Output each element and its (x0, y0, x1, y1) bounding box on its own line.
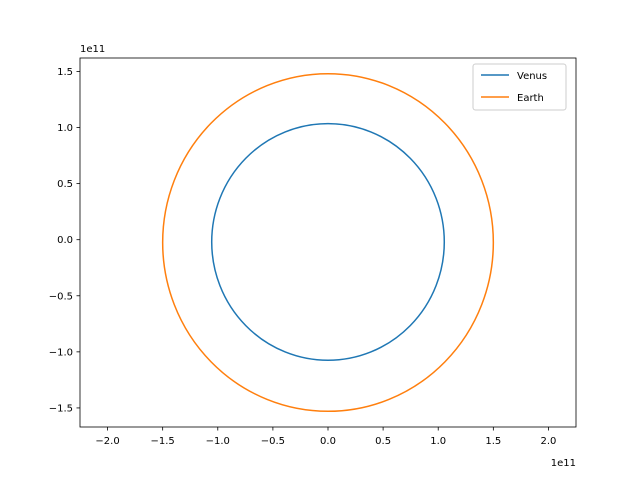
axes-frame (79, 57, 577, 428)
y-axis: −1.5 −1.0 −0.5 0.0 0.5 1.0 1.5 (49, 67, 80, 414)
x-axis: −2.0 −1.5 −1.0 −0.5 0.0 0.5 1.0 1.5 2.0 (95, 427, 556, 447)
y-tick-label: −1.5 (49, 403, 73, 414)
x-tick-label: 0.5 (375, 436, 391, 447)
x-tick-label: −1.5 (151, 436, 175, 447)
x-axis-offset-label: 1e11 (551, 458, 576, 469)
x-tick-label: 2.0 (540, 436, 556, 447)
y-tick-label: 1.0 (57, 123, 73, 134)
x-tick-label: −2.0 (95, 436, 119, 447)
plot-area (79, 57, 577, 428)
legend-label-earth: Earth (517, 93, 544, 104)
series-line-venus (210, 122, 446, 362)
y-axis-offset-label: 1e11 (80, 44, 105, 55)
x-tick-label: 0.0 (320, 436, 336, 447)
legend-label-venus: Venus (517, 71, 547, 82)
x-tick-label: 1.5 (485, 436, 501, 447)
y-tick-label: 0.0 (57, 235, 73, 246)
y-tick-label: 0.5 (57, 179, 73, 190)
x-tick-label: −1.0 (206, 436, 230, 447)
y-tick-label: −1.0 (49, 347, 73, 358)
x-tick-label: 1.0 (430, 436, 446, 447)
series-line-earth (161, 72, 495, 413)
legend: Venus Earth (472, 63, 567, 111)
series-layer (161, 72, 495, 413)
y-tick-label: 1.5 (57, 67, 73, 78)
y-tick-label: −0.5 (49, 291, 73, 302)
x-tick-label: −0.5 (261, 436, 285, 447)
